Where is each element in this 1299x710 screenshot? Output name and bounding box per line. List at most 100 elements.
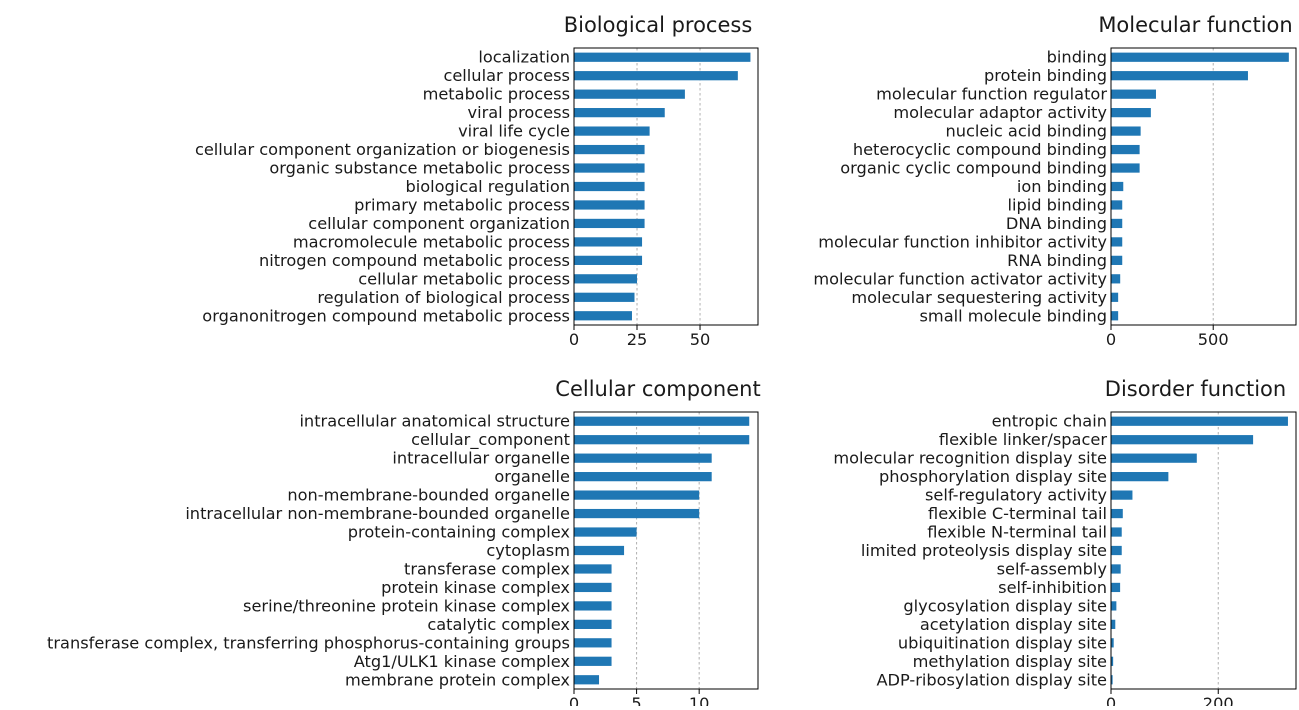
category-label: regulation of biological process bbox=[317, 288, 570, 307]
category-label: lipid binding bbox=[1007, 195, 1107, 214]
category-label: protein binding bbox=[984, 66, 1107, 85]
bar-organelle bbox=[574, 472, 712, 482]
category-label: molecular function activator activity bbox=[813, 269, 1107, 288]
category-label: acetylation display site bbox=[920, 615, 1107, 634]
bar-nitrogen-compound-metabolic-process bbox=[574, 255, 643, 265]
category-label: glycosylation display site bbox=[903, 596, 1107, 615]
bar-flexible-c-terminal-tail bbox=[1111, 508, 1123, 519]
bar-intracellular-non-membrane-bounded-organelle bbox=[574, 508, 700, 519]
bar-transferase-complex bbox=[574, 564, 612, 574]
category-label: DNA binding bbox=[1006, 214, 1107, 233]
bar-heterocyclic-compound-binding bbox=[1111, 144, 1140, 155]
category-label: molecular function inhibitor activity bbox=[818, 232, 1107, 251]
chart-title: Cellular component bbox=[555, 377, 760, 401]
category-label: intracellular non-membrane-bounded organ… bbox=[185, 504, 570, 523]
bar-nucleic-acid-binding bbox=[1111, 126, 1141, 136]
category-label: methylation display site bbox=[913, 652, 1107, 671]
x-tick-label: 0 bbox=[1106, 694, 1116, 706]
bar-catalytic-complex bbox=[574, 619, 612, 629]
bar-dna-binding bbox=[1111, 218, 1123, 229]
bar-limited-proteolysis-display-site bbox=[1111, 545, 1122, 556]
bar-rna-binding bbox=[1111, 255, 1123, 265]
x-tick-label: 500 bbox=[1198, 330, 1229, 349]
category-label: RNA binding bbox=[1007, 251, 1107, 270]
bar-protein-kinase-complex bbox=[574, 582, 612, 593]
bar-protein-binding bbox=[1111, 71, 1248, 81]
category-label: nitrogen compound metabolic process bbox=[259, 251, 570, 270]
bar-flexible-linker-spacer bbox=[1111, 435, 1254, 445]
category-label: macromolecule metabolic process bbox=[293, 232, 570, 251]
x-tick-label: 0 bbox=[569, 330, 579, 349]
category-label: flexible C-terminal tail bbox=[928, 504, 1107, 523]
category-label: molecular adaptor activity bbox=[893, 103, 1107, 122]
category-label: Atg1/ULK1 kinase complex bbox=[354, 652, 571, 671]
x-tick-label: 0 bbox=[1106, 330, 1116, 349]
bar-localization bbox=[574, 52, 751, 62]
category-label: cellular metabolic process bbox=[358, 269, 570, 288]
x-tick-label: 25 bbox=[627, 330, 648, 349]
category-label: phosphorylation display site bbox=[879, 467, 1107, 486]
bar-entropic-chain bbox=[1111, 416, 1288, 426]
bar-viral-process bbox=[574, 108, 665, 118]
x-tick-label: 10 bbox=[689, 694, 710, 706]
plot-frame bbox=[1110, 47, 1297, 326]
category-label: molecular recognition display site bbox=[833, 449, 1107, 468]
category-label: molecular function regulator bbox=[876, 85, 1107, 104]
bar-intracellular-anatomical-structure bbox=[574, 416, 750, 426]
category-label: organic cyclic compound binding bbox=[840, 159, 1107, 178]
bar-self-inhibition bbox=[1111, 582, 1121, 593]
category-label: serine/threonine protein kinase complex bbox=[243, 596, 570, 615]
chart-title: Disorder function bbox=[1105, 377, 1286, 401]
category-label: primary metabolic process bbox=[354, 195, 570, 214]
category-label: cellular component organization or bioge… bbox=[195, 140, 570, 159]
category-label: organonitrogen compound metabolic proces… bbox=[202, 306, 570, 325]
bar-small-molecule-binding bbox=[1111, 311, 1119, 321]
category-label: catalytic complex bbox=[427, 615, 570, 634]
bar-methylation-display-site bbox=[1111, 656, 1114, 666]
category-label: localization bbox=[478, 48, 570, 67]
category-label: intracellular anatomical structure bbox=[299, 412, 570, 431]
bar-acetylation-display-site bbox=[1111, 619, 1116, 629]
panel-cellular-component: intracellular anatomical structurecellul… bbox=[47, 377, 761, 710]
category-label: transferase complex bbox=[404, 559, 570, 578]
category-label: cellular component organization bbox=[308, 214, 570, 233]
category-label: self-regulatory activity bbox=[925, 486, 1107, 505]
category-label: organelle bbox=[494, 467, 570, 486]
plot-frame bbox=[573, 47, 759, 326]
bar-transferase-complex-transferring-phosphorus-containing-groups bbox=[574, 638, 612, 648]
category-label: cellular process bbox=[443, 66, 570, 85]
bar-molecular-function-inhibitor-activity bbox=[1111, 237, 1123, 247]
bar-organonitrogen-compound-metabolic-process bbox=[574, 311, 632, 321]
category-label: limited proteolysis display site bbox=[861, 541, 1107, 560]
category-label: intracellular organelle bbox=[392, 449, 570, 468]
bar-cellular-metabolic-process bbox=[574, 274, 638, 284]
x-tick-label: 50 bbox=[690, 330, 711, 349]
x-tick-label: 5 bbox=[631, 694, 641, 706]
bar-self-regulatory-activity bbox=[1111, 490, 1133, 500]
category-label: viral life cycle bbox=[458, 122, 570, 141]
category-label: molecular sequestering activity bbox=[851, 288, 1107, 307]
bar-ubiquitination-display-site bbox=[1111, 638, 1114, 648]
category-label: biological regulation bbox=[405, 177, 570, 196]
chart-title: Biological process bbox=[564, 13, 753, 37]
category-label: cellular_component bbox=[411, 430, 570, 450]
category-label: flexible N-terminal tail bbox=[927, 523, 1107, 542]
bar-molecular-function-activator-activity bbox=[1111, 274, 1121, 284]
bar-flexible-n-terminal-tail bbox=[1111, 527, 1122, 537]
bar-binding bbox=[1111, 52, 1289, 62]
bar-protein-containing-complex bbox=[574, 527, 637, 537]
x-tick-label: 200 bbox=[1203, 694, 1234, 706]
category-label: small molecule binding bbox=[920, 306, 1108, 325]
category-label: self-inhibition bbox=[998, 578, 1107, 597]
bar-molecular-function-regulator bbox=[1111, 89, 1156, 99]
bar-lipid-binding bbox=[1111, 200, 1123, 210]
bar-cytoplasm bbox=[574, 545, 625, 556]
bar-primary-metabolic-process bbox=[574, 200, 645, 210]
category-label: nucleic acid binding bbox=[946, 122, 1108, 141]
bar-phosphorylation-display-site bbox=[1111, 472, 1169, 482]
bar-ion-binding bbox=[1111, 181, 1124, 192]
chart-title: Molecular function bbox=[1098, 13, 1292, 37]
